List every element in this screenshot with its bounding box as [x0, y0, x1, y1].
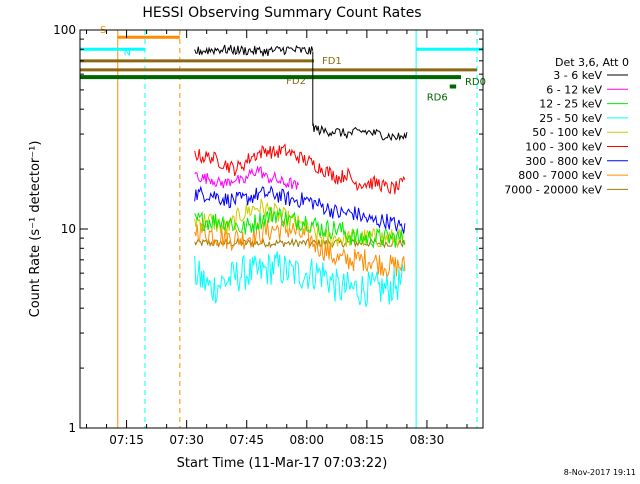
- legend-label-2: 12 - 25 keV: [539, 98, 602, 111]
- x-tick-label-5: 08:30: [410, 433, 445, 447]
- series-line-25-50keV: [194, 251, 405, 307]
- legend-label-1: 6 - 12 keV: [546, 83, 602, 96]
- status-label-n: N: [124, 47, 131, 58]
- series-line-800-7000keV: [194, 218, 406, 278]
- legend-label-7: 800 - 7000 keV: [518, 169, 602, 182]
- series-line-7000-20000keV: [194, 237, 406, 249]
- status-label-s: S: [100, 25, 106, 36]
- status-label-fd2: FD2: [286, 76, 306, 87]
- series-line-12-25keV: [194, 206, 406, 249]
- legend-label-6: 300 - 800 keV: [525, 155, 602, 168]
- legend-header: Det 3,6, Att 0: [555, 56, 629, 69]
- date-stamp: 8-Nov-2017 19:11: [564, 468, 636, 477]
- legend-label-0: 3 - 6 keV: [553, 69, 602, 82]
- x-tick-label-2: 07:45: [229, 433, 264, 447]
- x-tick-label-4: 08:15: [350, 433, 385, 447]
- y-tick-label-2: 100: [53, 23, 76, 37]
- series-line-3-6keV-1: [312, 123, 408, 142]
- x-tick-label-0: 07:15: [109, 433, 144, 447]
- y-tick-label-0: 1: [68, 421, 76, 435]
- x-axis-label: Start Time (11-Mar-17 07:03:22): [177, 456, 388, 471]
- status-label-fd1: FD1: [322, 56, 342, 67]
- series-line-3-6keV-0: [194, 44, 314, 57]
- legend-label-5: 100 - 300 keV: [525, 141, 602, 154]
- y-axis-label: Count Rate (s⁻¹ detector⁻¹): [28, 141, 43, 318]
- plot-area: S N FD1 FD2 RD0 RD6: [80, 25, 486, 428]
- x-tick-label-3: 08:00: [289, 433, 324, 447]
- x-tick-label-1: 07:30: [169, 433, 204, 447]
- status-label-rd0: RD0: [465, 77, 486, 88]
- legend-label-4: 50 - 100 keV: [532, 126, 602, 139]
- legend-label-8: 7000 - 20000 keV: [504, 183, 602, 196]
- status-label-rd6: RD6: [427, 93, 448, 104]
- series-line-300-800keV: [194, 185, 406, 234]
- series-line-100-300keV: [194, 143, 406, 195]
- legend-label-3: 25 - 50 keV: [539, 112, 602, 125]
- series-line-6-12keV: [194, 165, 300, 190]
- y-tick-label-1: 10: [61, 222, 76, 236]
- axes: 07:15 07:30 07:45 08:00 08:15 08:30 1 10 100: [53, 23, 484, 447]
- chart-title: HESSI Observing Summary Count Rates: [142, 5, 421, 21]
